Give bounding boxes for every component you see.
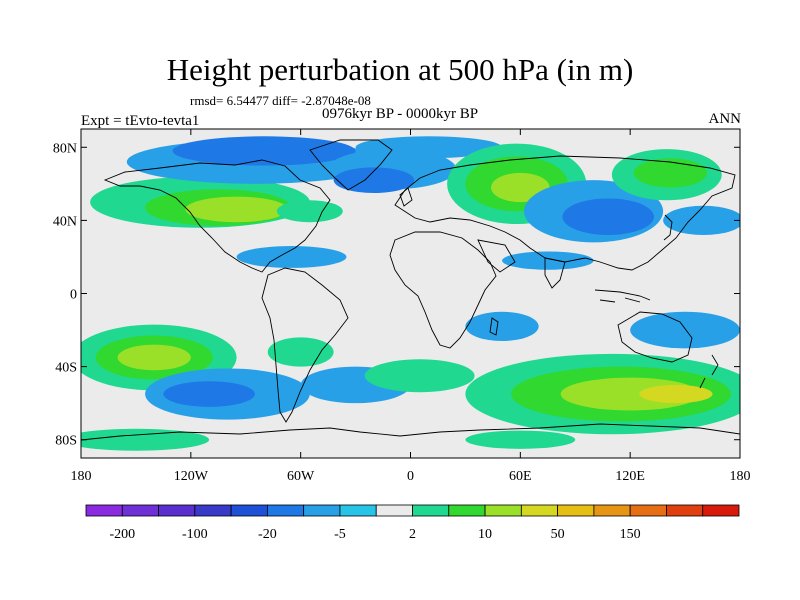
colorbar-swatch bbox=[593, 504, 631, 517]
colorbar: -200 -100 -20 -5 2 10 50 150 bbox=[85, 504, 740, 542]
anomaly-region-33 bbox=[81, 428, 210, 451]
colorbar-swatch bbox=[484, 504, 522, 517]
x-tick-label: 180 bbox=[730, 469, 751, 484]
colorbar-label: 50 bbox=[551, 527, 565, 542]
colorbar-swatch bbox=[266, 504, 305, 517]
x-tick-label: 120W bbox=[174, 469, 209, 484]
colorbar-swatch bbox=[85, 504, 123, 517]
coastline-layer bbox=[81, 139, 740, 441]
x-tick-label: 0 bbox=[407, 469, 414, 484]
anomaly-region-8 bbox=[355, 136, 503, 159]
x-tick-label: 180 bbox=[71, 469, 92, 484]
colorbar-label: -100 bbox=[182, 527, 208, 542]
y-tick-label: 40S bbox=[55, 361, 77, 376]
stats-line: rmsd= 6.54477 diff= -2.87048e-08 bbox=[190, 93, 371, 108]
coastline-australia bbox=[617, 311, 693, 363]
coastline-south-america bbox=[261, 267, 349, 423]
colorbar-label: 150 bbox=[620, 527, 641, 542]
colorbar-label: -5 bbox=[334, 527, 346, 542]
y-axis: 80N 40N 0 40S 80S bbox=[53, 141, 740, 449]
coastline-greenland bbox=[309, 139, 393, 191]
anomaly-region-21 bbox=[117, 344, 191, 371]
x-axis: 180 120W 60W 0 60E 120E 180 bbox=[71, 129, 751, 484]
colorbar-swatch bbox=[303, 504, 341, 517]
colorbar-swatch bbox=[158, 504, 196, 517]
y-tick-label: 80S bbox=[55, 434, 77, 449]
colorbar-swatch bbox=[230, 504, 268, 517]
colorbar-swatch bbox=[520, 504, 559, 517]
colorbar-swatch bbox=[412, 504, 450, 517]
colorbar-label: 10 bbox=[478, 527, 492, 542]
anomaly-region-31 bbox=[630, 311, 740, 349]
page-title: Height perturbation at 500 hPa (in m) bbox=[166, 52, 634, 87]
colorbar-swatch bbox=[339, 504, 377, 517]
colorbar-swatch bbox=[375, 504, 413, 517]
colorbar-swatch bbox=[557, 504, 595, 517]
colorbar-label: -20 bbox=[258, 527, 277, 542]
anomaly-region-34 bbox=[465, 430, 576, 449]
colorbar-swatch bbox=[629, 504, 667, 517]
anomaly-region-13 bbox=[562, 198, 654, 236]
y-tick-label: 40N bbox=[53, 214, 77, 229]
experiment-label: Expt = tEvto-tevta1 bbox=[81, 113, 200, 129]
x-tick-label: 120E bbox=[615, 469, 645, 484]
colorbar-swatch bbox=[121, 504, 159, 517]
colorbar-label: -200 bbox=[109, 527, 135, 542]
coastline-north-america bbox=[103, 159, 331, 273]
anomaly-region-18 bbox=[502, 251, 594, 270]
coastline-india bbox=[544, 257, 566, 289]
x-tick-label: 60E bbox=[509, 469, 532, 484]
anomaly-region-32 bbox=[465, 311, 539, 342]
anomaly-region-24 bbox=[267, 337, 334, 367]
anomaly-region-26 bbox=[364, 359, 475, 393]
coastline-africa bbox=[389, 231, 497, 349]
anomaly-region-3 bbox=[276, 200, 343, 223]
anomaly-region-23 bbox=[163, 381, 255, 407]
coastline-new-zealand bbox=[699, 354, 719, 389]
field-layer bbox=[81, 136, 740, 451]
period-label: 0976kyr BP - 0000kyr BP bbox=[322, 106, 479, 122]
colorbar-swatch bbox=[448, 504, 486, 517]
coastline-eurasia bbox=[394, 155, 736, 271]
season-label: ANN bbox=[708, 111, 742, 127]
coastline-japan bbox=[663, 214, 673, 241]
anomaly-region-5 bbox=[172, 136, 356, 166]
colorbar-swatch bbox=[702, 504, 740, 517]
y-tick-label: 80N bbox=[53, 141, 77, 156]
colorbar-swatch bbox=[194, 504, 232, 517]
colorbar-swatch bbox=[666, 504, 704, 517]
coastline-british-isles bbox=[399, 187, 413, 207]
coastline-madagascar bbox=[489, 317, 499, 336]
anomaly-region-16 bbox=[663, 205, 740, 236]
x-tick-label: 60W bbox=[287, 469, 315, 484]
colorbar-label: 2 bbox=[409, 527, 416, 542]
coastline-arabia bbox=[477, 239, 516, 273]
anomaly-region-15 bbox=[633, 158, 708, 188]
coastline-antarctica bbox=[81, 423, 740, 441]
coastline-indonesia bbox=[594, 289, 651, 303]
y-tick-label: 0 bbox=[70, 288, 77, 303]
anomaly-region-17 bbox=[236, 245, 347, 268]
anomaly-region-2 bbox=[185, 196, 288, 223]
anomaly-region-30 bbox=[639, 384, 713, 404]
